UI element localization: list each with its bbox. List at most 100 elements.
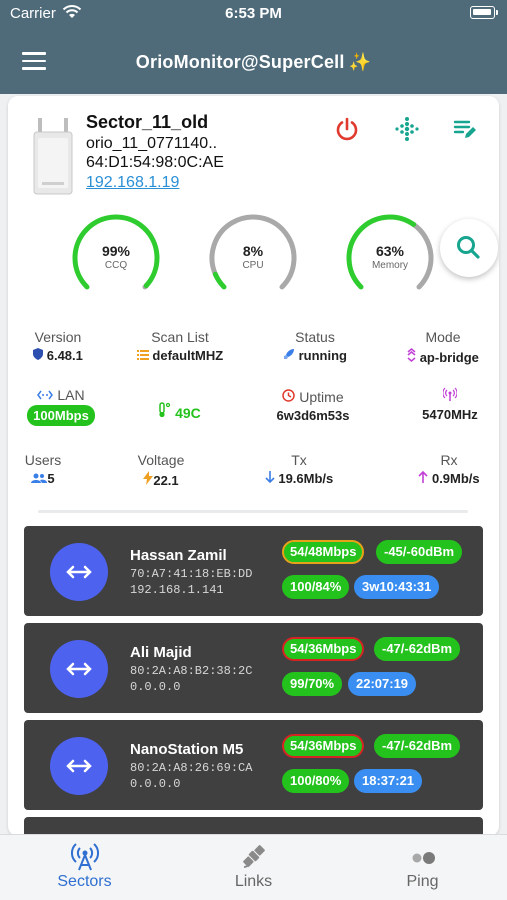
temperature-block: 49C — [144, 399, 214, 421]
cpu-gauge-ring — [209, 214, 297, 290]
ccq-gauge: 99% CCQ — [70, 212, 162, 304]
client-card[interactable]: NanoStation M5 80:2A:A8:26:69:CA 0.0.0.0… — [24, 720, 483, 810]
router-device-icon — [33, 118, 73, 195]
app-bar: OrioMonitor@SuperCell ✨ — [0, 28, 507, 94]
bottom-tab-bar: Sectors Links Ping — [0, 834, 507, 900]
cpu-gauge: 8% CPU — [207, 212, 299, 304]
client-ccq-badge: 100/84% — [282, 575, 350, 599]
client-ccq-badge: 99/70% — [282, 672, 343, 696]
client-name: Hassan Zamil — [130, 547, 227, 564]
tx-label: Tx — [291, 452, 307, 468]
arrow-up-icon — [418, 470, 428, 483]
link-avatar — [50, 640, 108, 698]
wifi-icon — [62, 5, 82, 18]
thermometer-icon — [159, 402, 171, 418]
edit-list-icon[interactable] — [452, 116, 478, 142]
client-rate-badge: 54/36Mbps — [282, 637, 365, 661]
client-name: NanoStation M5 — [130, 741, 244, 758]
gauge-fill — [212, 271, 227, 290]
tx-block: Tx 19.6Mb/s — [254, 452, 344, 486]
battery-icon — [470, 6, 498, 19]
frequency-block: 5470MHz — [408, 387, 492, 422]
ping-icon — [412, 852, 435, 864]
ccq-label: CCQ — [104, 260, 128, 271]
client-card[interactable]: Ali Majid 80:2A:A8:B2:38:2C 0.0.0.0 54/3… — [24, 623, 483, 713]
device-name: Sector_11_old — [86, 112, 209, 132]
bidirectional-arrow-icon — [66, 565, 92, 579]
rx-value: 0.9Mb/s — [431, 471, 480, 486]
bidirectional-arrow-icon — [66, 662, 92, 676]
client-ip: 0.0.0.0 — [130, 777, 181, 791]
section-divider — [38, 510, 468, 513]
tab-ping[interactable]: Ping — [338, 835, 507, 900]
tab-ping-label: Ping — [406, 873, 439, 890]
power-icon[interactable] — [334, 116, 360, 142]
gauge-fill — [72, 214, 160, 290]
lan-block: LAN 100Mbps — [18, 387, 104, 426]
version-value: 6.48.1 — [46, 348, 83, 363]
app-title: OrioMonitor@SuperCell ✨ — [135, 52, 372, 72]
clock-icon — [282, 389, 296, 402]
client-card[interactable]: Hassan Zamil 70:A7:41:18:EB:DD 192.168.1… — [24, 526, 483, 616]
memory-value: 63% — [375, 243, 405, 259]
arrow-down-icon — [265, 471, 275, 484]
voltage-block: Voltage 22.1 — [126, 452, 196, 488]
client-rate-badge: 54/36Mbps — [282, 734, 365, 758]
satellite-icon — [243, 845, 265, 868]
hamburger-menu-icon[interactable] — [22, 52, 46, 70]
carrier-label: Carrier — [10, 5, 56, 22]
mode-label: Mode — [425, 329, 461, 345]
gauge-fill — [346, 214, 417, 290]
users-value: 5 — [47, 471, 55, 486]
antenna-icon — [71, 843, 99, 871]
cpu-label: CPU — [242, 260, 264, 271]
sector-card: Sector_11_old orio_11_0771140.. 64:D1:54… — [8, 96, 499, 836]
lan-arrows-icon — [37, 390, 54, 400]
scanlist-label: Scan List — [151, 329, 209, 345]
memory-label: Memory — [371, 260, 409, 271]
status-label: Status — [295, 329, 335, 345]
tab-links-label: Links — [234, 873, 273, 890]
network-grid-icon[interactable] — [394, 116, 420, 142]
client-rate-badge: 54/48Mbps — [282, 540, 365, 564]
voltage-label: Voltage — [137, 452, 185, 468]
uptime-value: 6w3d6m53s — [276, 408, 350, 423]
device-ip-link[interactable]: 192.168.1.19 — [86, 174, 180, 191]
voltage-value: 22.1 — [153, 473, 179, 488]
lan-label: LAN — [57, 387, 85, 403]
client-mac: 80:2A:A8:B2:38:2C — [130, 664, 253, 678]
lightning-icon — [143, 471, 154, 485]
client-signal-badge: -45/-60dBm — [376, 540, 463, 564]
shield-icon — [33, 348, 44, 360]
client-signal-badge: -47/-62dBm — [374, 734, 461, 758]
gauge-track — [209, 214, 297, 290]
uptime-label: Uptime — [299, 389, 344, 405]
client-ip: 192.168.1.141 — [130, 583, 224, 597]
version-label: Version — [34, 329, 82, 345]
tx-value: 19.6Mb/s — [278, 471, 334, 486]
lan-speed-badge: 100Mbps — [27, 405, 95, 426]
bidirectional-arrow-icon — [66, 759, 92, 773]
search-icon — [457, 236, 480, 259]
search-button[interactable] — [440, 219, 498, 277]
device-identity: orio_11_0771140.. — [86, 135, 218, 152]
tab-links[interactable]: Links — [169, 835, 338, 900]
tab-sectors[interactable]: Sectors — [0, 835, 169, 900]
temperature-value: 49C — [175, 405, 201, 421]
status-bar: Carrier 6:53 PM — [0, 0, 507, 28]
clock: 6:53 PM — [225, 5, 282, 22]
arrows-vertical-icon — [407, 348, 416, 362]
ccq-gauge-ring — [72, 214, 160, 290]
memory-gauge-ring — [346, 214, 434, 290]
users-label: Users — [24, 452, 62, 468]
tab-sectors-label: Sectors — [57, 873, 112, 890]
mode-block: Mode ap-bridge — [393, 329, 493, 365]
scanlist-value: defaultMHZ — [152, 348, 224, 363]
ccq-value: 99% — [101, 243, 131, 259]
rx-label: Rx — [440, 452, 458, 468]
client-uptime-badge: 3w10:43:31 — [354, 575, 440, 599]
link-avatar — [50, 737, 108, 795]
link-avatar — [50, 543, 108, 601]
mode-value: ap-bridge — [419, 350, 479, 365]
client-card-partial[interactable] — [24, 817, 483, 836]
